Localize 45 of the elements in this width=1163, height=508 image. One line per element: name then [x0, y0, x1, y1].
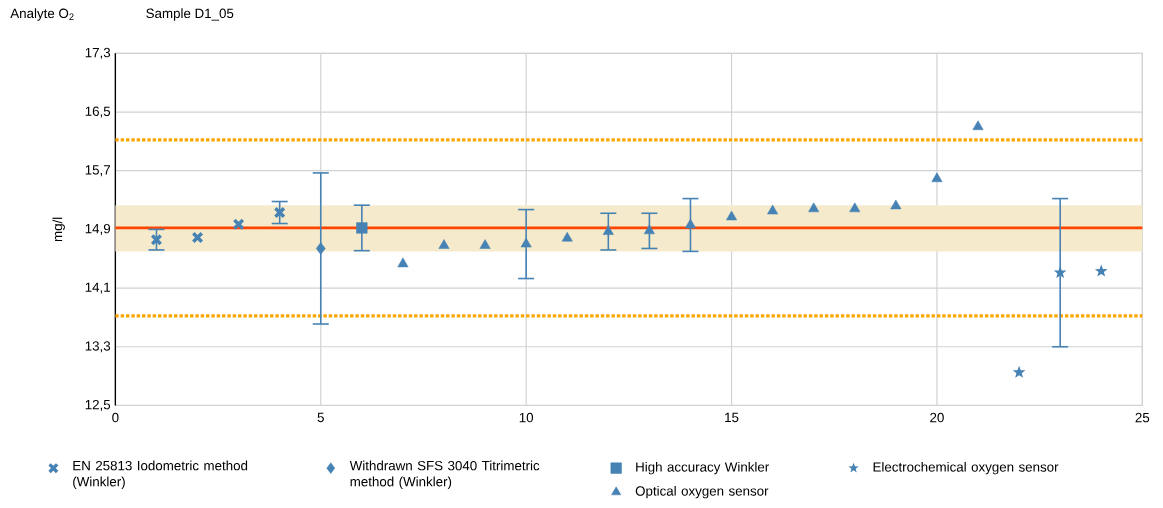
legend-label: Withdrawn SFS 3040 Titrimetric method (Winkler) — [349, 460, 540, 489]
point — [561, 231, 573, 242]
y-tick-label: 12,5 — [85, 399, 111, 411]
point — [972, 120, 984, 130]
legend-label: EN 25813 Iodometric method (Winkler) — [73, 460, 248, 489]
legend-label: Electrochemical oxygen sensor — [873, 461, 1059, 475]
point — [438, 239, 450, 249]
legend-label: Optical oxygen sensor — [635, 485, 769, 499]
point — [232, 218, 245, 231]
point — [397, 257, 409, 268]
x-tick-label: 0 — [112, 412, 119, 423]
point — [273, 206, 286, 219]
point — [191, 231, 204, 244]
point — [685, 218, 696, 229]
point — [316, 242, 326, 255]
legend-label: High accuracy Winkler — [636, 461, 770, 475]
point — [602, 225, 614, 235]
y-tick-label: 17,3 — [85, 47, 111, 59]
point — [356, 222, 368, 234]
chart-title: Analyte O$_{2}$ — [10, 8, 74, 21]
x-tick-label: 10 — [519, 412, 534, 423]
point — [808, 202, 820, 213]
y-tick-label: 14,9 — [85, 223, 111, 235]
point — [150, 233, 163, 246]
point — [479, 239, 491, 249]
point — [726, 210, 738, 221]
x-tick-label: 15 — [725, 412, 739, 423]
point — [767, 204, 779, 215]
chart-subtitle: Sample D1_05 — [146, 8, 234, 21]
x-tick-label: 5 — [317, 412, 324, 423]
y-tick-label: 14,1 — [85, 282, 111, 294]
y-tick-label: 13,3 — [85, 341, 111, 353]
x-tick-label: 20 — [930, 412, 944, 423]
x-tick-label: 25 — [1135, 412, 1150, 423]
point — [1094, 264, 1108, 277]
point — [520, 237, 532, 248]
point — [1053, 265, 1067, 279]
point — [931, 172, 943, 182]
point — [1012, 365, 1026, 378]
point — [890, 199, 902, 210]
y-tick-label: 15,7 — [85, 165, 110, 177]
y-axis-title: mg/l — [52, 217, 65, 242]
point — [849, 202, 861, 213]
y-tick-label: 16,5 — [85, 106, 111, 118]
point — [643, 224, 655, 235]
